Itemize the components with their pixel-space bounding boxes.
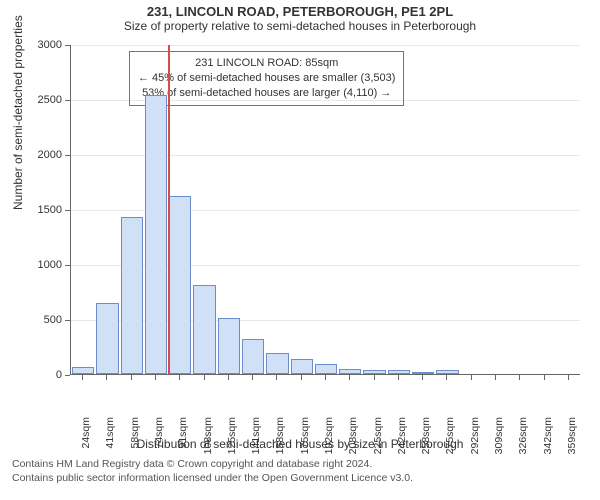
x-tick-mark (325, 375, 326, 380)
x-tick-mark (471, 375, 472, 380)
x-tick-label: 192sqm (323, 417, 335, 454)
histogram-bar (338, 369, 362, 375)
grid-line (71, 45, 580, 46)
y-tick-label: 1500 (0, 204, 62, 216)
histogram-bar (168, 196, 192, 374)
x-tick-label: 309sqm (493, 417, 505, 454)
x-tick-label: 91sqm (177, 417, 189, 449)
plot-area: 231 LINCOLN ROAD: 85sqm ← 45% of semi-de… (70, 45, 580, 375)
x-tick-mark (131, 375, 132, 380)
histogram-bar (314, 364, 338, 374)
x-tick-label: 292sqm (469, 417, 481, 454)
x-tick-mark (374, 375, 375, 380)
x-tick-mark (228, 375, 229, 380)
x-tick-label: 242sqm (396, 417, 408, 454)
x-tick-mark (252, 375, 253, 380)
x-tick-label: 359sqm (566, 417, 578, 454)
marker-info-box: 231 LINCOLN ROAD: 85sqm ← 45% of semi-de… (129, 51, 404, 106)
x-tick-mark (204, 375, 205, 380)
x-tick-mark (179, 375, 180, 380)
x-tick-mark (446, 375, 447, 380)
y-tick-label: 0 (0, 369, 62, 381)
histogram-bar (362, 370, 386, 374)
page-title: 231, LINCOLN ROAD, PETERBOROUGH, PE1 2PL (0, 0, 600, 19)
histogram-bar (192, 285, 216, 374)
x-tick-label: 342sqm (542, 417, 554, 454)
x-tick-label: 158sqm (274, 417, 286, 454)
histogram-bar (387, 370, 411, 374)
x-tick-mark (349, 375, 350, 380)
attribution-footer: Contains HM Land Registry data © Crown c… (0, 451, 600, 489)
info-line-2: ← 45% of semi-detached houses are smalle… (138, 71, 395, 86)
histogram-bar (241, 339, 265, 374)
x-tick-label: 225sqm (372, 417, 384, 454)
x-tick-label: 74sqm (153, 417, 165, 449)
histogram-bar (290, 359, 314, 374)
chart-container: Number of semi-detached properties 05001… (0, 35, 600, 435)
info-line-3: 53% of semi-detached houses are larger (… (138, 86, 395, 101)
x-tick-mark (422, 375, 423, 380)
x-tick-mark (276, 375, 277, 380)
x-tick-label: 24sqm (80, 417, 92, 449)
x-tick-label: 258sqm (420, 417, 432, 454)
x-tick-mark (301, 375, 302, 380)
y-tick-label: 2000 (0, 149, 62, 161)
histogram-bar (265, 353, 289, 374)
histogram-bar (144, 95, 168, 374)
x-tick-mark (568, 375, 569, 380)
x-tick-label: 41sqm (104, 417, 116, 449)
y-tick-label: 500 (0, 314, 62, 326)
x-axis-ticks: 24sqm41sqm58sqm74sqm91sqm108sqm125sqm141… (70, 375, 580, 425)
histogram-bar (435, 370, 459, 374)
x-tick-mark (106, 375, 107, 380)
x-tick-mark (398, 375, 399, 380)
histogram-bar (120, 217, 144, 374)
x-tick-label: 326sqm (517, 417, 529, 454)
histogram-bar (411, 372, 435, 374)
footer-line-1: Contains HM Land Registry data © Crown c… (12, 457, 588, 471)
x-tick-mark (544, 375, 545, 380)
histogram-bar (217, 318, 241, 374)
x-tick-label: 108sqm (202, 417, 214, 454)
property-marker-line (168, 45, 170, 374)
info-line-1: 231 LINCOLN ROAD: 85sqm (138, 56, 395, 71)
footer-line-2: Contains public sector information licen… (12, 471, 588, 485)
y-tick-label: 3000 (0, 39, 62, 51)
x-tick-label: 208sqm (347, 417, 359, 454)
page-subtitle: Size of property relative to semi-detach… (0, 19, 600, 35)
y-tick-label: 1000 (0, 259, 62, 271)
x-tick-label: 58sqm (129, 417, 141, 449)
x-tick-mark (495, 375, 496, 380)
x-tick-mark (82, 375, 83, 380)
x-tick-mark (155, 375, 156, 380)
x-tick-label: 175sqm (299, 417, 311, 454)
histogram-bar (71, 367, 95, 374)
y-tick-label: 2500 (0, 94, 62, 106)
x-tick-label: 125sqm (226, 417, 238, 454)
histogram-bar (95, 303, 119, 375)
x-tick-label: 141sqm (250, 417, 262, 454)
x-tick-label: 275sqm (444, 417, 456, 454)
x-tick-mark (519, 375, 520, 380)
